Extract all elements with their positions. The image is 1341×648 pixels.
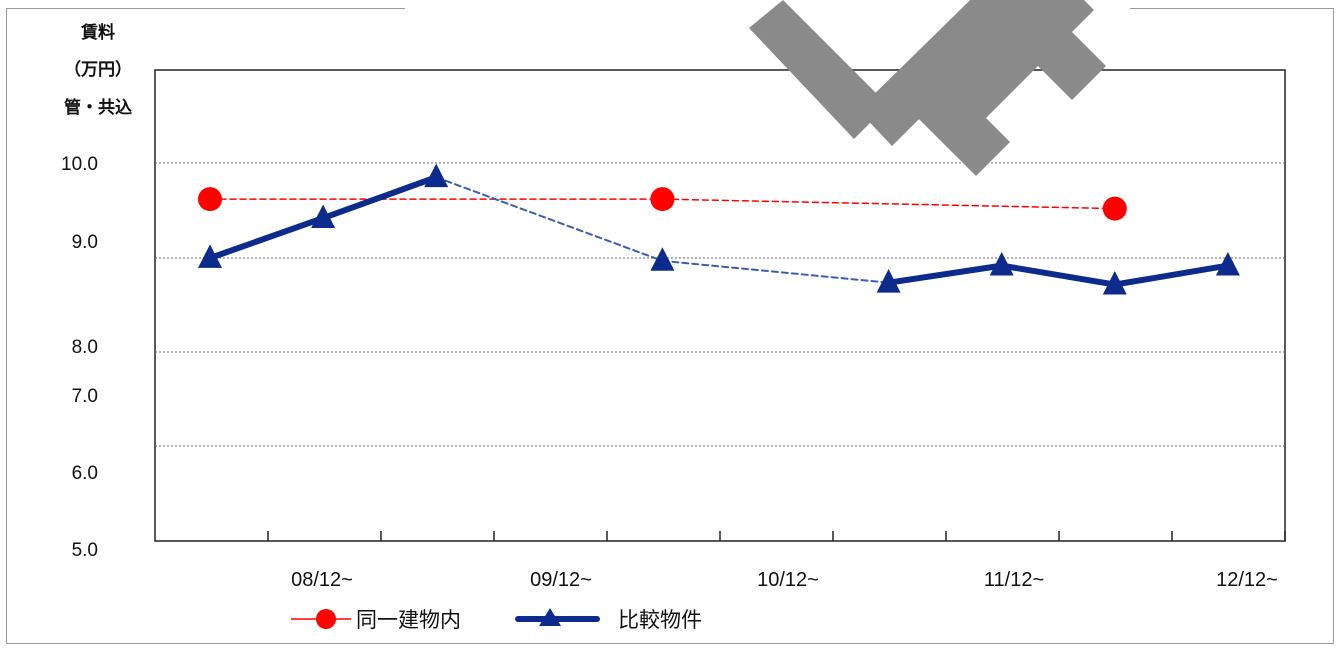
legend-marker-series-0 xyxy=(316,609,336,629)
series-1-point xyxy=(311,204,336,228)
plot-area xyxy=(154,69,1286,542)
y-axis-title-line3: 管・共込 xyxy=(64,98,132,117)
x-tick-label: 12/12~ xyxy=(1216,569,1278,591)
x-tick-label: 09/12~ xyxy=(530,569,592,591)
legend-label-series-1: 比較物件 xyxy=(618,609,702,632)
series-1-segment xyxy=(320,174,440,222)
y-axis-title-line2: （万円） xyxy=(64,60,132,79)
y-tick-label: 5.0 xyxy=(72,540,98,561)
series-1-point xyxy=(1102,270,1127,295)
x-tick-label: 11/12~ xyxy=(984,569,1044,591)
series-1-point xyxy=(424,163,449,188)
series-0-point xyxy=(1102,196,1127,221)
series-1-segment xyxy=(435,176,664,262)
series-0-point xyxy=(198,187,222,212)
y-tick-label: 8.0 xyxy=(72,337,98,358)
series-1-point xyxy=(989,251,1014,276)
y-tick-label: 10.0 xyxy=(61,154,98,175)
series-1-segment xyxy=(885,262,1005,286)
series-1-point xyxy=(876,269,901,293)
series-1-point xyxy=(198,244,222,268)
series-0-segment xyxy=(661,198,1116,210)
series-1-point xyxy=(650,247,675,271)
legend-label-series-0: 同一建物内 xyxy=(356,609,461,632)
series-1-segment xyxy=(207,215,327,261)
y-axis-title-line1: 賃料 xyxy=(81,23,115,42)
series-1-segment xyxy=(661,259,890,284)
legend-marker-series-1 xyxy=(539,608,561,626)
series-1-point xyxy=(1215,251,1240,276)
series-1-segment xyxy=(1111,262,1231,288)
x-tick-label: 08/12~ xyxy=(291,569,353,591)
series-1-segment xyxy=(998,262,1118,288)
series-0-point xyxy=(650,187,675,212)
y-tick-label: 6.0 xyxy=(72,463,98,484)
x-tick-label: 10/12~ xyxy=(757,569,819,591)
y-tick-label: 9.0 xyxy=(72,232,98,253)
y-tick-label: 7.0 xyxy=(72,386,98,407)
